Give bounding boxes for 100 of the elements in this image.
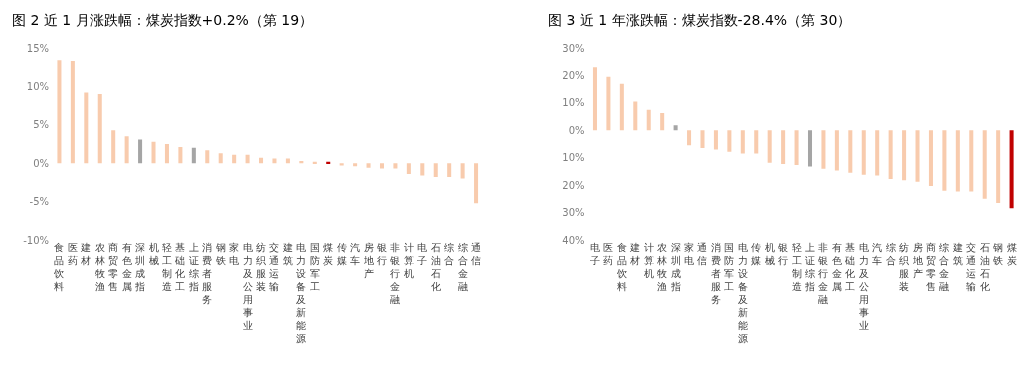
- bar: [178, 147, 183, 164]
- bar: [942, 130, 947, 191]
- x-tick-label: 纺织服装: [256, 242, 267, 292]
- x-tick-label: 轻工制造: [161, 242, 172, 292]
- x-tick-label: 上证综指: [804, 242, 816, 292]
- x-tick-label: 有色金属: [831, 242, 842, 292]
- x-tick-label: 房地产: [362, 242, 374, 279]
- x-tick-label: 石油石化: [430, 242, 441, 292]
- bar: [420, 163, 425, 176]
- x-tick-label: 食品饮料: [53, 242, 65, 292]
- bar: [245, 154, 250, 164]
- y-tick-label: 0%: [33, 157, 50, 169]
- bar: [606, 76, 611, 131]
- bar: [740, 130, 745, 154]
- x-tick-label: 综合金融: [457, 242, 468, 292]
- bar: [353, 163, 358, 167]
- bar: [834, 130, 839, 171]
- bar: [379, 163, 384, 169]
- bar: [713, 130, 718, 150]
- x-tick-label: 机械: [764, 242, 775, 266]
- x-tick-label: 通信: [697, 242, 708, 266]
- bar: [460, 163, 465, 179]
- bar: [969, 130, 974, 192]
- bar: [633, 101, 638, 131]
- y-tick-label: 30%: [562, 42, 585, 54]
- bar: [124, 136, 129, 164]
- bar: [164, 144, 169, 164]
- x-tick-label: 石油石化: [979, 242, 990, 292]
- x-tick-label: 传媒: [336, 242, 347, 266]
- x-tick-label: 通信: [471, 242, 482, 266]
- bar: [57, 60, 62, 164]
- y-tick-label: 10%: [562, 97, 585, 109]
- bar: [902, 130, 907, 181]
- bar: [1009, 130, 1014, 209]
- bar: [191, 147, 196, 164]
- x-tick-label: 纺织服装: [899, 242, 910, 292]
- x-tick-label: 机械: [148, 242, 159, 266]
- bar: [111, 130, 116, 164]
- x-tick-label: 钢铁: [214, 242, 226, 266]
- bar: [727, 130, 732, 152]
- bar: [807, 130, 813, 167]
- x-tick-label: 建材: [629, 242, 641, 266]
- x-tick-label: 食品饮料: [615, 242, 627, 292]
- y-tick-label: 20%: [562, 179, 585, 191]
- x-tick-label: 非银行金融: [389, 242, 401, 305]
- x-tick-label: 国防军工: [724, 242, 735, 292]
- bar: [955, 130, 960, 192]
- x-tick-label: 综合金融: [939, 242, 950, 292]
- bar: [232, 154, 237, 164]
- x-tick-label: 商贸零售: [108, 242, 119, 292]
- x-tick-label: 深圳成指: [669, 242, 681, 292]
- y-tick-label: -5%: [29, 196, 50, 208]
- x-tick-label: 建筑: [951, 242, 963, 266]
- x-tick-label: 计算机: [403, 242, 414, 279]
- bar: [339, 163, 344, 166]
- bar: [767, 130, 772, 163]
- x-tick-label: 电子: [417, 242, 428, 266]
- bar: [474, 163, 479, 204]
- bar: [875, 130, 880, 176]
- x-tick-label: 家电: [229, 242, 240, 266]
- bar: [138, 139, 143, 164]
- x-tick-label: 电子: [589, 242, 600, 266]
- bar: [996, 130, 1001, 203]
- bar: [406, 163, 411, 174]
- y-tick-label: 10%: [26, 80, 50, 92]
- y-tick-label: 15%: [26, 42, 50, 54]
- x-tick-label: 医药: [67, 242, 78, 266]
- x-tick-label: 有色金属: [121, 242, 132, 292]
- x-tick-label: 传媒: [751, 242, 762, 266]
- x-tick-label: 综合: [444, 242, 455, 266]
- bar: [928, 130, 933, 186]
- bar: [393, 163, 398, 169]
- x-tick-label: 电力及公用事业: [242, 242, 253, 331]
- x-tick-label: 电力设备及新能源: [737, 242, 748, 344]
- x-tick-label: 消费者服务: [710, 242, 721, 305]
- x-tick-label: 医药: [603, 242, 614, 266]
- bar: [781, 130, 786, 165]
- bar: [861, 130, 866, 175]
- bar: [433, 163, 438, 178]
- x-tick-label: 建筑: [281, 242, 293, 266]
- bar: [754, 130, 759, 154]
- bar: [660, 113, 665, 131]
- bar: [259, 157, 264, 164]
- bar: [366, 163, 371, 168]
- x-tick-label: 基础化工: [174, 242, 186, 292]
- x-tick-label: 房地产: [911, 242, 923, 279]
- bar: [982, 130, 987, 199]
- x-tick-label: 交通运输: [269, 242, 280, 292]
- bar: [646, 109, 651, 131]
- bar: [888, 130, 893, 180]
- bar: [821, 130, 826, 169]
- bar: [205, 150, 210, 164]
- bar: [218, 153, 223, 164]
- x-tick-label: 电力设备及新能源: [296, 242, 307, 344]
- bar: [97, 94, 102, 164]
- y-tick-label: 20%: [562, 69, 585, 81]
- x-tick-label: 消费者服务: [202, 242, 213, 305]
- y-tick-label: 0%: [568, 124, 585, 136]
- bar: [915, 130, 920, 182]
- x-tick-label: 深圳成指: [134, 242, 146, 292]
